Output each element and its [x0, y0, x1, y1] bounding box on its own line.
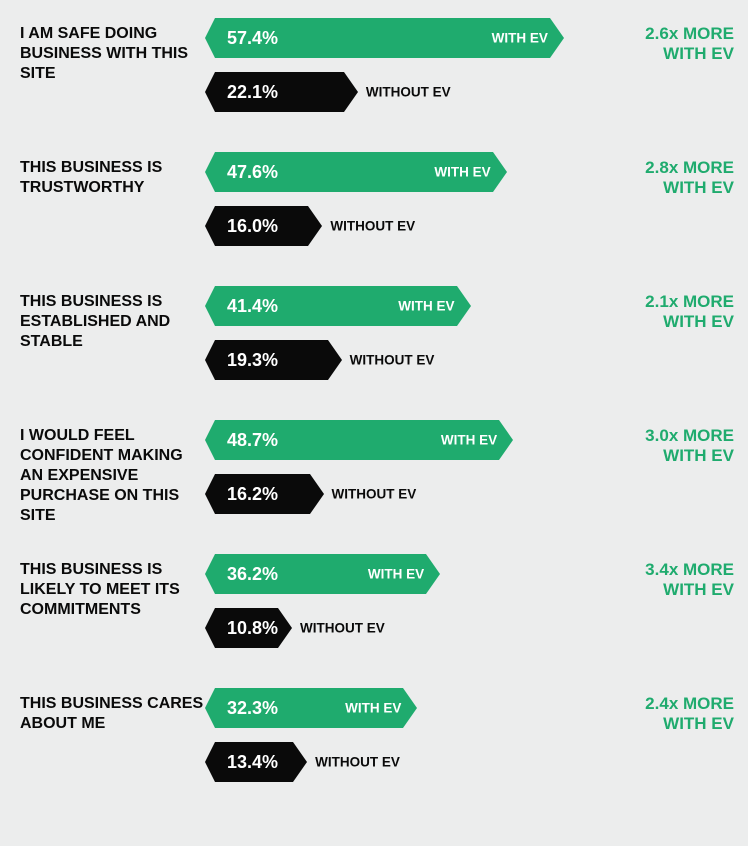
bar-series-label-without-ev: WITHOUT EV [332, 487, 417, 502]
multiplier-suffix-2: WITH EV [585, 44, 734, 64]
chart-row: THIS BUSINESS IS ESTABLISHED AND STABLE4… [20, 286, 734, 394]
bar-series-label-with-ev: WITH EV [398, 299, 454, 314]
bar-value-without-ev: 10.8% [215, 618, 278, 639]
row-label: THIS BUSINESS IS ESTABLISHED AND STABLE [20, 286, 215, 352]
multiplier-suffix-1: x MORE [669, 426, 734, 445]
bar-with-ev: 48.7% WITH EV [215, 420, 585, 460]
multiplier-suffix-2: WITH EV [585, 312, 734, 332]
chart-row: I AM SAFE DOING BUSINESS WITH THIS SITE5… [20, 18, 734, 126]
multiplier-callout: 2.4x MOREWITH EV [585, 688, 734, 735]
ev-comparison-chart: I AM SAFE DOING BUSINESS WITH THIS SITE5… [0, 0, 748, 844]
multiplier-callout: 3.4x MOREWITH EV [585, 554, 734, 601]
bar-series-label-with-ev: WITH EV [434, 165, 490, 180]
multiplier-value: 2.1 [645, 292, 669, 311]
multiplier-value: 2.6 [645, 24, 669, 43]
bars-group: 36.2% WITH EV 10.8% WITHOUT EV [215, 554, 585, 662]
bar-with-ev: 36.2% WITH EV [215, 554, 585, 594]
bar-value-with-ev: 32.3% [215, 698, 278, 719]
bar-value-without-ev: 16.2% [215, 484, 278, 505]
multiplier-suffix-2: WITH EV [585, 580, 734, 600]
bar-without-ev: 22.1% WITHOUT EV [215, 72, 585, 112]
row-label: THIS BUSINESS CARES ABOUT ME [20, 688, 215, 734]
row-label: I WOULD FEEL CONFIDENT MAKING AN EXPENSI… [20, 420, 215, 526]
bar-without-ev: 19.3% WITHOUT EV [215, 340, 585, 380]
bar-value-with-ev: 48.7% [215, 430, 278, 451]
multiplier-callout: 2.1x MOREWITH EV [585, 286, 734, 333]
row-label: I AM SAFE DOING BUSINESS WITH THIS SITE [20, 18, 215, 84]
bar-value-without-ev: 16.0% [215, 216, 278, 237]
bar-value-with-ev: 41.4% [215, 296, 278, 317]
bar-series-label-with-ev: WITH EV [441, 433, 497, 448]
multiplier-suffix-2: WITH EV [585, 178, 734, 198]
bar-series-label-with-ev: WITH EV [368, 567, 424, 582]
bar-without-ev: 13.4% WITHOUT EV [215, 742, 585, 782]
multiplier-suffix-1: x MORE [669, 694, 734, 713]
chart-row: I WOULD FEEL CONFIDENT MAKING AN EXPENSI… [20, 420, 734, 528]
multiplier-suffix-2: WITH EV [585, 714, 734, 734]
bar-value-without-ev: 13.4% [215, 752, 278, 773]
bar-with-ev: 32.3% WITH EV [215, 688, 585, 728]
multiplier-suffix-1: x MORE [669, 560, 734, 579]
multiplier-value: 3.0 [645, 426, 669, 445]
bar-series-label-without-ev: WITHOUT EV [350, 353, 435, 368]
bar-series-label-with-ev: WITH EV [492, 31, 548, 46]
bar-series-label-without-ev: WITHOUT EV [315, 755, 400, 770]
bar-series-label-without-ev: WITHOUT EV [366, 85, 451, 100]
bar-value-without-ev: 22.1% [215, 82, 278, 103]
row-label: THIS BUSINESS IS TRUSTWORTHY [20, 152, 215, 198]
multiplier-callout: 2.8x MOREWITH EV [585, 152, 734, 199]
bars-group: 47.6% WITH EV 16.0% WITHOUT EV [215, 152, 585, 260]
bar-without-ev: 10.8% WITHOUT EV [215, 608, 585, 648]
row-label: THIS BUSINESS IS LIKELY TO MEET ITS COMM… [20, 554, 215, 620]
bars-group: 48.7% WITH EV 16.2% WITHOUT EV [215, 420, 585, 528]
multiplier-callout: 3.0x MOREWITH EV [585, 420, 734, 467]
bars-group: 41.4% WITH EV 19.3% WITHOUT EV [215, 286, 585, 394]
multiplier-suffix-2: WITH EV [585, 446, 734, 466]
bar-value-with-ev: 57.4% [215, 28, 278, 49]
bars-group: 32.3% WITH EV 13.4% WITHOUT EV [215, 688, 585, 796]
chart-row: THIS BUSINESS IS TRUSTWORTHY47.6% WITH EV… [20, 152, 734, 260]
bar-value-with-ev: 47.6% [215, 162, 278, 183]
bar-with-ev: 47.6% WITH EV [215, 152, 585, 192]
multiplier-suffix-1: x MORE [669, 24, 734, 43]
multiplier-suffix-1: x MORE [669, 158, 734, 177]
multiplier-value: 3.4 [645, 560, 669, 579]
multiplier-suffix-1: x MORE [669, 292, 734, 311]
bar-series-label-without-ev: WITHOUT EV [300, 621, 385, 636]
multiplier-value: 2.8 [645, 158, 669, 177]
bar-without-ev: 16.0% WITHOUT EV [215, 206, 585, 246]
bar-with-ev: 41.4% WITH EV [215, 286, 585, 326]
chart-row: THIS BUSINESS CARES ABOUT ME32.3% WITH EV… [20, 688, 734, 796]
bars-group: 57.4% WITH EV 22.1% WITHOUT EV [215, 18, 585, 126]
bar-value-without-ev: 19.3% [215, 350, 278, 371]
bar-series-label-with-ev: WITH EV [345, 701, 401, 716]
chart-row: THIS BUSINESS IS LIKELY TO MEET ITS COMM… [20, 554, 734, 662]
bar-with-ev: 57.4% WITH EV [215, 18, 585, 58]
multiplier-value: 2.4 [645, 694, 669, 713]
bar-series-label-without-ev: WITHOUT EV [330, 219, 415, 234]
multiplier-callout: 2.6x MOREWITH EV [585, 18, 734, 65]
bar-value-with-ev: 36.2% [215, 564, 278, 585]
bar-without-ev: 16.2% WITHOUT EV [215, 474, 585, 514]
